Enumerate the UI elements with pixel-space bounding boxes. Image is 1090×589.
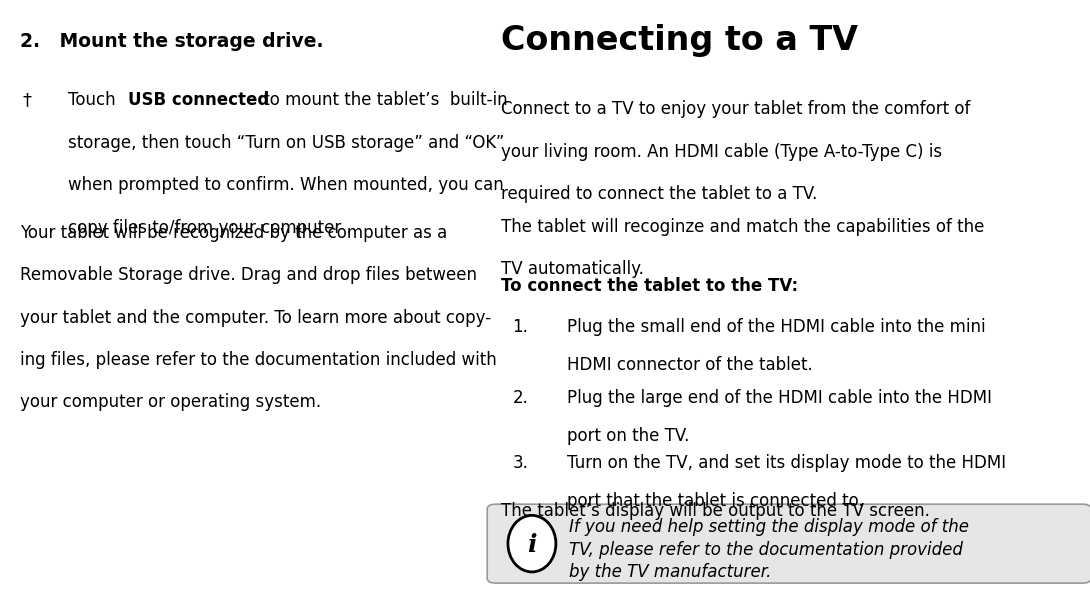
Text: 3.: 3. <box>512 454 529 472</box>
Text: by the TV manufacturer.: by the TV manufacturer. <box>569 563 772 581</box>
Text: your computer or operating system.: your computer or operating system. <box>20 393 320 412</box>
Text: ing files, please refer to the documentation included with: ing files, please refer to the documenta… <box>20 351 496 369</box>
Text: i: i <box>528 534 536 557</box>
Text: 2.: 2. <box>512 389 529 407</box>
Text: port on the TV.: port on the TV. <box>567 427 689 445</box>
Text: Your tablet will be recognized by the computer as a: Your tablet will be recognized by the co… <box>20 224 447 242</box>
Text: Plug the large end of the HDMI cable into the HDMI: Plug the large end of the HDMI cable int… <box>567 389 992 407</box>
Text: 2.   Mount the storage drive.: 2. Mount the storage drive. <box>20 32 323 51</box>
Text: †: † <box>23 91 32 110</box>
Text: your tablet and the computer. To learn more about copy-: your tablet and the computer. To learn m… <box>20 309 490 327</box>
Text: TV, please refer to the documentation provided: TV, please refer to the documentation pr… <box>569 541 962 559</box>
Text: The tablet will recoginze and match the capabilities of the: The tablet will recoginze and match the … <box>501 218 984 236</box>
Text: when prompted to confirm. When mounted, you can: when prompted to confirm. When mounted, … <box>68 176 504 194</box>
Text: Plug the small end of the HDMI cable into the mini: Plug the small end of the HDMI cable int… <box>567 318 985 336</box>
Text: your living room. An HDMI cable (Type A-to-Type C) is: your living room. An HDMI cable (Type A-… <box>501 143 943 161</box>
FancyBboxPatch shape <box>487 504 1090 583</box>
Text: TV automatically.: TV automatically. <box>501 260 644 279</box>
Text: copy files to/from your computer .: copy files to/from your computer . <box>68 219 351 237</box>
Text: HDMI connector of the tablet.: HDMI connector of the tablet. <box>567 356 812 375</box>
Text: Touch: Touch <box>68 91 121 110</box>
Text: Connecting to a TV: Connecting to a TV <box>501 24 859 57</box>
Text: To connect the tablet to the TV:: To connect the tablet to the TV: <box>501 277 799 295</box>
Text: If you need help setting the display mode of the: If you need help setting the display mod… <box>569 518 969 537</box>
Text: 1.: 1. <box>512 318 529 336</box>
Text: Removable Storage drive. Drag and drop files between: Removable Storage drive. Drag and drop f… <box>20 266 476 284</box>
Text: Connect to a TV to enjoy your tablet from the comfort of: Connect to a TV to enjoy your tablet fro… <box>501 100 971 118</box>
Text: required to connect the tablet to a TV.: required to connect the tablet to a TV. <box>501 185 818 203</box>
Text: Turn on the TV, and set its display mode to the HDMI: Turn on the TV, and set its display mode… <box>567 454 1006 472</box>
Text: storage, then touch “Turn on USB storage” and “OK”: storage, then touch “Turn on USB storage… <box>68 134 504 152</box>
Text: to mount the tablet’s  built-in: to mount the tablet’s built-in <box>257 91 507 110</box>
Ellipse shape <box>508 515 556 572</box>
Text: The tablet’s display will be output to the TV screen.: The tablet’s display will be output to t… <box>501 502 930 520</box>
Text: USB connected: USB connected <box>128 91 269 110</box>
Text: port that the tablet is connected to.: port that the tablet is connected to. <box>567 492 863 510</box>
